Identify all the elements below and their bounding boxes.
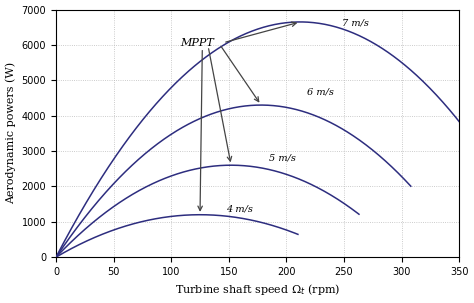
Text: 5 m/s: 5 m/s	[269, 154, 296, 163]
Text: MPPT: MPPT	[181, 38, 214, 48]
Text: 6 m/s: 6 m/s	[307, 87, 334, 96]
Text: 7 m/s: 7 m/s	[342, 18, 369, 28]
X-axis label: Turbine shaft speed Ω$_t$ (rpm): Turbine shaft speed Ω$_t$ (rpm)	[175, 282, 340, 298]
Text: 4 m/s: 4 m/s	[227, 205, 254, 214]
Y-axis label: Aerodynamic powers (W): Aerodynamic powers (W)	[6, 62, 16, 205]
